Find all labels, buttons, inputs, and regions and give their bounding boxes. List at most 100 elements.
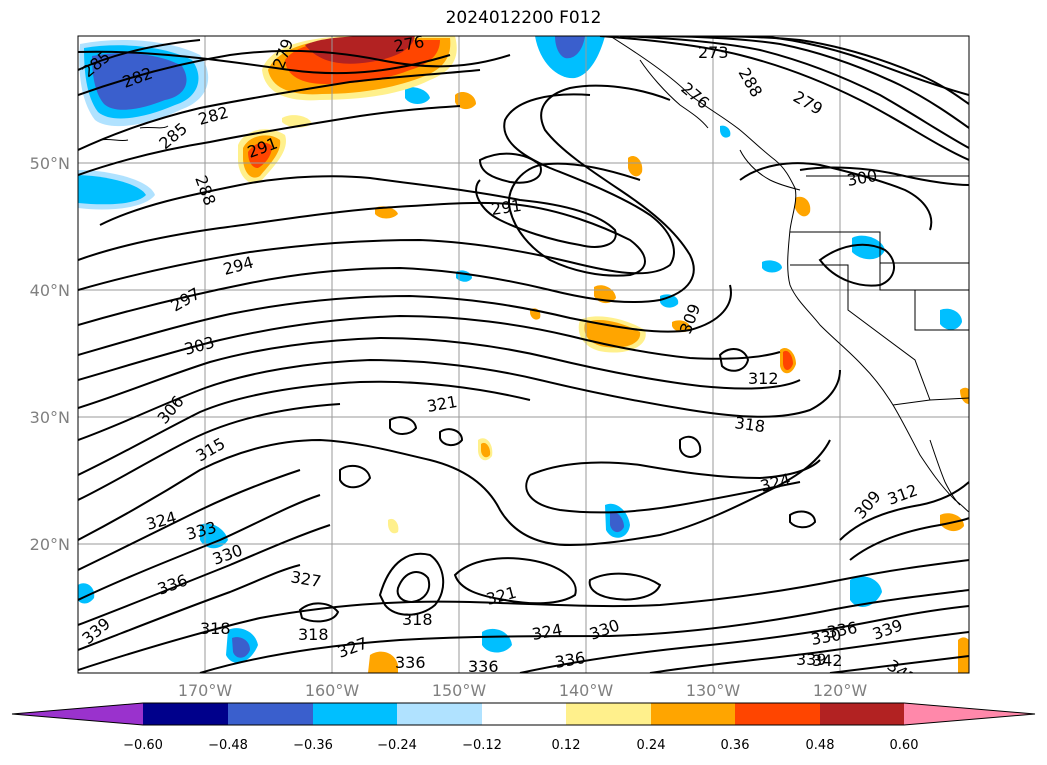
contour-label: 336 bbox=[155, 570, 190, 598]
positive-area bbox=[455, 91, 476, 110]
colorbar-tick-label: −0.24 bbox=[377, 738, 417, 753]
contour-line bbox=[639, 36, 969, 129]
contour-label: 318 bbox=[298, 625, 329, 644]
negative-area bbox=[200, 523, 228, 549]
contour-line bbox=[78, 438, 831, 547]
contour-label: 309 bbox=[851, 487, 885, 523]
colorbar-tick-label: 0.60 bbox=[890, 738, 919, 753]
contour-label: 282 bbox=[196, 103, 230, 129]
positive-area bbox=[368, 651, 398, 673]
state-border bbox=[879, 263, 969, 291]
contour-line bbox=[78, 39, 201, 71]
lon-label: 140°W bbox=[559, 681, 614, 700]
positive-area bbox=[960, 387, 969, 404]
contour-layer bbox=[78, 36, 969, 673]
contour-label: 318 bbox=[200, 619, 231, 638]
lat-label: 20°N bbox=[30, 535, 70, 554]
colorbar-swatch bbox=[566, 703, 651, 725]
positive-area bbox=[672, 320, 691, 333]
contour-label: 297 bbox=[168, 284, 204, 316]
contour-label: 324 bbox=[758, 470, 792, 496]
colorbar-extend-max bbox=[904, 703, 1035, 725]
contour-label: 339 bbox=[870, 615, 905, 643]
contour-label: 303 bbox=[182, 333, 216, 359]
contour-line bbox=[378, 552, 445, 616]
contour-line bbox=[99, 175, 617, 248]
contour-line bbox=[739, 162, 933, 231]
contour-label: 336 bbox=[553, 648, 586, 672]
negative-area bbox=[555, 36, 585, 59]
contour-line bbox=[588, 572, 662, 601]
negative-area bbox=[720, 125, 731, 138]
contour-line bbox=[339, 464, 372, 489]
contour-label: 324 bbox=[144, 508, 178, 534]
contour-line bbox=[78, 49, 511, 96]
contour-label: 279 bbox=[790, 87, 826, 119]
colorbar-tick-label: −0.12 bbox=[462, 738, 502, 753]
contour-line bbox=[78, 93, 675, 291]
contour-line bbox=[78, 494, 321, 601]
contour-label: 318 bbox=[733, 413, 766, 436]
contour-line bbox=[818, 243, 895, 287]
contour-line bbox=[78, 358, 841, 441]
contour-line bbox=[78, 69, 481, 151]
negative-area bbox=[940, 308, 962, 330]
contour-label: 342 bbox=[812, 651, 843, 670]
country-border bbox=[892, 397, 969, 406]
positive-area bbox=[783, 350, 793, 370]
contour-line bbox=[453, 557, 577, 605]
contour-line bbox=[679, 435, 702, 458]
contour-label: 324 bbox=[530, 620, 563, 644]
contour-line bbox=[529, 459, 821, 480]
contour-label: 318 bbox=[402, 610, 433, 629]
positive-area bbox=[795, 196, 811, 217]
colorbar-extend-min bbox=[12, 703, 143, 725]
colorbar-swatch bbox=[820, 703, 904, 725]
contour-line bbox=[519, 605, 969, 673]
contour-line bbox=[619, 36, 969, 149]
state-border bbox=[914, 290, 969, 331]
colorbar-tick-label: −0.60 bbox=[123, 738, 163, 753]
contour-line bbox=[78, 336, 801, 409]
contour-line bbox=[78, 162, 646, 277]
contour-label: 273 bbox=[698, 43, 729, 62]
contour-label: 339 bbox=[796, 650, 827, 669]
contour-label: 288 bbox=[191, 173, 219, 208]
contour-label: 285 bbox=[155, 119, 191, 153]
colorbar-tick-label: −0.36 bbox=[293, 738, 333, 753]
positive-area bbox=[388, 518, 399, 534]
colorbar-tick-label: 0.12 bbox=[552, 738, 581, 753]
negative-area bbox=[852, 235, 885, 260]
contour-line bbox=[78, 50, 451, 75]
positive-area bbox=[248, 142, 272, 168]
contour-line bbox=[839, 481, 969, 541]
colorbar: −0.60 −0.48 −0.36 −0.24 −0.12 0.12 0.24 … bbox=[11, 702, 1036, 753]
contour-line bbox=[718, 348, 750, 372]
contour-label: 327 bbox=[289, 567, 322, 591]
contour-label: 342 bbox=[884, 656, 920, 689]
map-frame bbox=[77, 35, 970, 674]
contour-label: 315 bbox=[193, 434, 229, 466]
colorbar-swatch bbox=[143, 703, 228, 725]
contour-line bbox=[649, 631, 969, 673]
contour-line bbox=[78, 380, 531, 476]
contour-line bbox=[78, 284, 732, 356]
contour-line bbox=[199, 589, 969, 673]
coastline-layer bbox=[99, 36, 969, 513]
contour-line bbox=[439, 428, 464, 446]
lon-label: 170°W bbox=[178, 681, 233, 700]
positive-area bbox=[628, 155, 643, 177]
map-title: 2024012200 F012 bbox=[445, 8, 602, 28]
lon-label: 120°W bbox=[813, 681, 868, 700]
contour-label: 327 bbox=[335, 633, 370, 661]
contour-label: 300 bbox=[845, 166, 878, 190]
negative-area bbox=[232, 637, 250, 658]
negative-area bbox=[482, 628, 512, 653]
contour-label: 330 bbox=[587, 615, 622, 643]
contour-line bbox=[525, 474, 801, 514]
contour-line bbox=[298, 602, 340, 623]
lon-label: 150°W bbox=[432, 681, 487, 700]
contour-line bbox=[78, 469, 301, 571]
contour-label: 312 bbox=[885, 480, 920, 508]
